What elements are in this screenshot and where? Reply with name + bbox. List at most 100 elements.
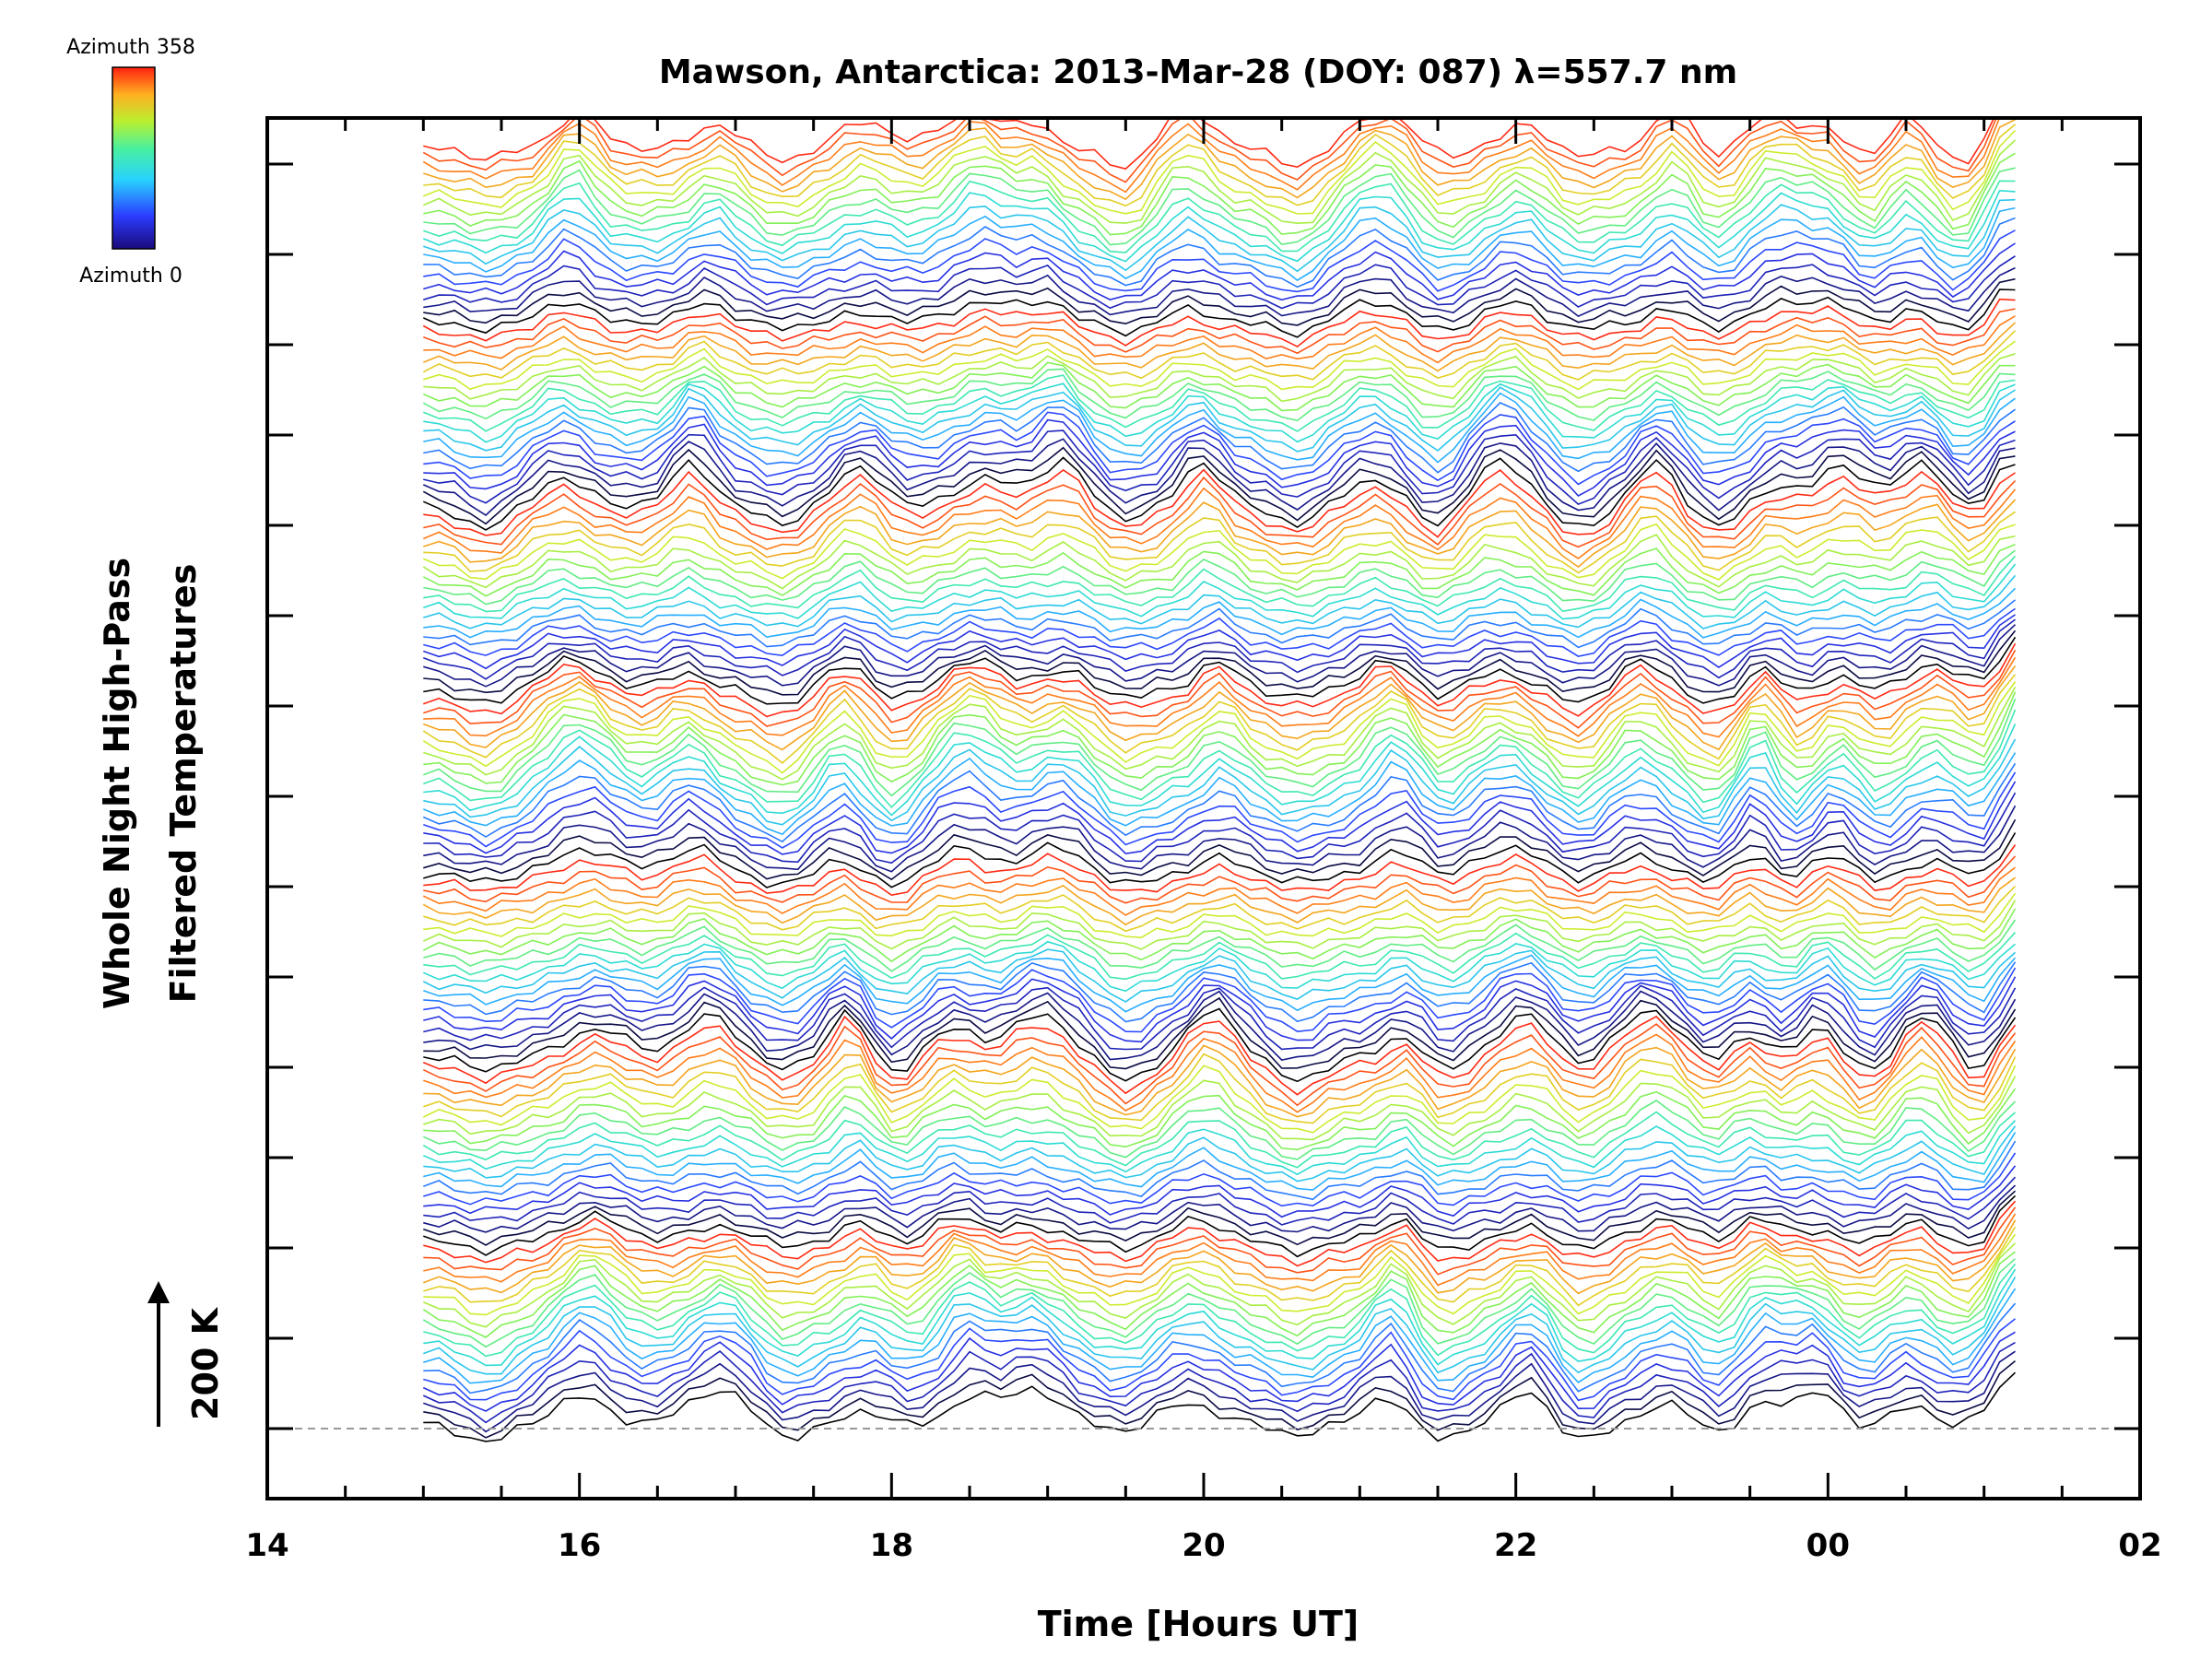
series-line xyxy=(422,1023,2017,1107)
series-line xyxy=(422,189,2016,263)
x-axis-label: Time [Hours UT] xyxy=(1038,1604,1359,1644)
series-line xyxy=(423,599,2017,649)
series-line xyxy=(423,892,2017,939)
series-line xyxy=(422,330,2017,381)
ticks-layer xyxy=(265,118,2142,1499)
series-line xyxy=(423,614,2016,670)
series-line xyxy=(422,1258,2017,1348)
series-line xyxy=(423,1044,2017,1118)
series-line xyxy=(422,534,2016,590)
series-line xyxy=(423,624,2017,688)
series-line xyxy=(423,1125,2017,1182)
series-line xyxy=(423,386,2016,453)
series-line xyxy=(423,124,2017,207)
series-line xyxy=(423,724,2017,817)
series-line xyxy=(423,691,2017,786)
series-line xyxy=(423,315,2016,364)
series-line xyxy=(423,698,2017,797)
series-line xyxy=(422,374,2016,432)
series-line xyxy=(423,499,2017,569)
series-line xyxy=(423,1007,2017,1083)
x-tick-label: 00 xyxy=(1806,1527,1850,1564)
series-line xyxy=(423,738,2017,826)
series-line xyxy=(422,1251,2016,1338)
series-line xyxy=(423,167,2016,246)
series-line xyxy=(423,832,2017,888)
series-line xyxy=(422,1120,2017,1176)
series-line xyxy=(422,298,2016,348)
series-line xyxy=(423,549,2016,606)
series-line xyxy=(423,990,2017,1061)
series-line xyxy=(423,792,2017,865)
series-line xyxy=(423,1140,2017,1201)
series-line xyxy=(423,642,2017,718)
series-line xyxy=(423,1206,2017,1276)
series-line xyxy=(423,1359,2017,1439)
x-tick-label: 16 xyxy=(558,1527,601,1564)
series-line xyxy=(423,1184,2017,1233)
series-line xyxy=(423,844,2017,896)
series-line xyxy=(423,340,2016,391)
series-line xyxy=(423,855,2017,904)
series-line xyxy=(422,438,2016,517)
series-line xyxy=(423,1088,2017,1151)
series-line xyxy=(423,607,2016,657)
series-line xyxy=(423,118,2016,201)
series-line xyxy=(422,368,2016,422)
series-line xyxy=(423,180,2016,253)
x-tick-labels: 14 16 18 20 22 00 02 xyxy=(245,1527,2161,1564)
series-line xyxy=(423,206,2016,282)
series-line xyxy=(423,402,2016,474)
series-line xyxy=(423,709,2017,809)
series-line xyxy=(423,1152,2017,1207)
series-line xyxy=(423,392,2016,464)
series-line xyxy=(422,762,2017,843)
scale-arrow-icon xyxy=(147,1281,170,1303)
series-line xyxy=(423,1350,2016,1433)
series-line xyxy=(423,587,2017,639)
series-line xyxy=(423,118,1995,171)
series-line xyxy=(423,1219,2017,1295)
series-line xyxy=(422,456,2016,531)
series-line xyxy=(423,976,2017,1043)
series-line xyxy=(422,900,2017,950)
series-line xyxy=(423,255,2016,310)
series-line xyxy=(422,544,2016,597)
series-line xyxy=(423,1132,2017,1191)
series-line xyxy=(422,1015,2017,1096)
series-line xyxy=(423,954,2017,1013)
series-line xyxy=(423,1053,2017,1124)
series-line xyxy=(423,1200,2017,1267)
series-line xyxy=(422,1065,2017,1134)
series-line xyxy=(422,487,2017,559)
series-line xyxy=(423,984,2017,1051)
series-line xyxy=(423,322,2017,372)
series-line xyxy=(423,996,2017,1070)
series-line xyxy=(423,781,2017,855)
series-line xyxy=(423,1233,2017,1316)
y-axis-label-line1: Whole Night High-Pass xyxy=(97,558,137,1009)
series-line xyxy=(422,940,2017,993)
series-line xyxy=(423,1288,2017,1384)
series-line xyxy=(423,1176,2017,1226)
series-line xyxy=(422,1111,2017,1169)
series-line xyxy=(423,555,2017,613)
series-line xyxy=(423,629,2017,696)
series-line xyxy=(423,687,2017,781)
series-line xyxy=(423,229,2016,293)
series-line xyxy=(423,277,2016,326)
series-line xyxy=(423,1318,2016,1402)
series-line xyxy=(423,1263,2017,1358)
y-axis-label-line2: Filtered Temperatures xyxy=(163,564,204,1004)
series-line xyxy=(422,288,2016,338)
series-line xyxy=(423,1190,2017,1246)
series-line xyxy=(423,618,2016,680)
series-line xyxy=(423,932,2017,981)
series-line xyxy=(422,118,2001,194)
series-line xyxy=(423,511,2016,574)
x-tick-label: 02 xyxy=(2118,1527,2161,1564)
series-line xyxy=(423,129,2017,215)
series-line xyxy=(423,476,2017,548)
series-line xyxy=(423,665,2017,751)
series-line xyxy=(423,967,2017,1033)
